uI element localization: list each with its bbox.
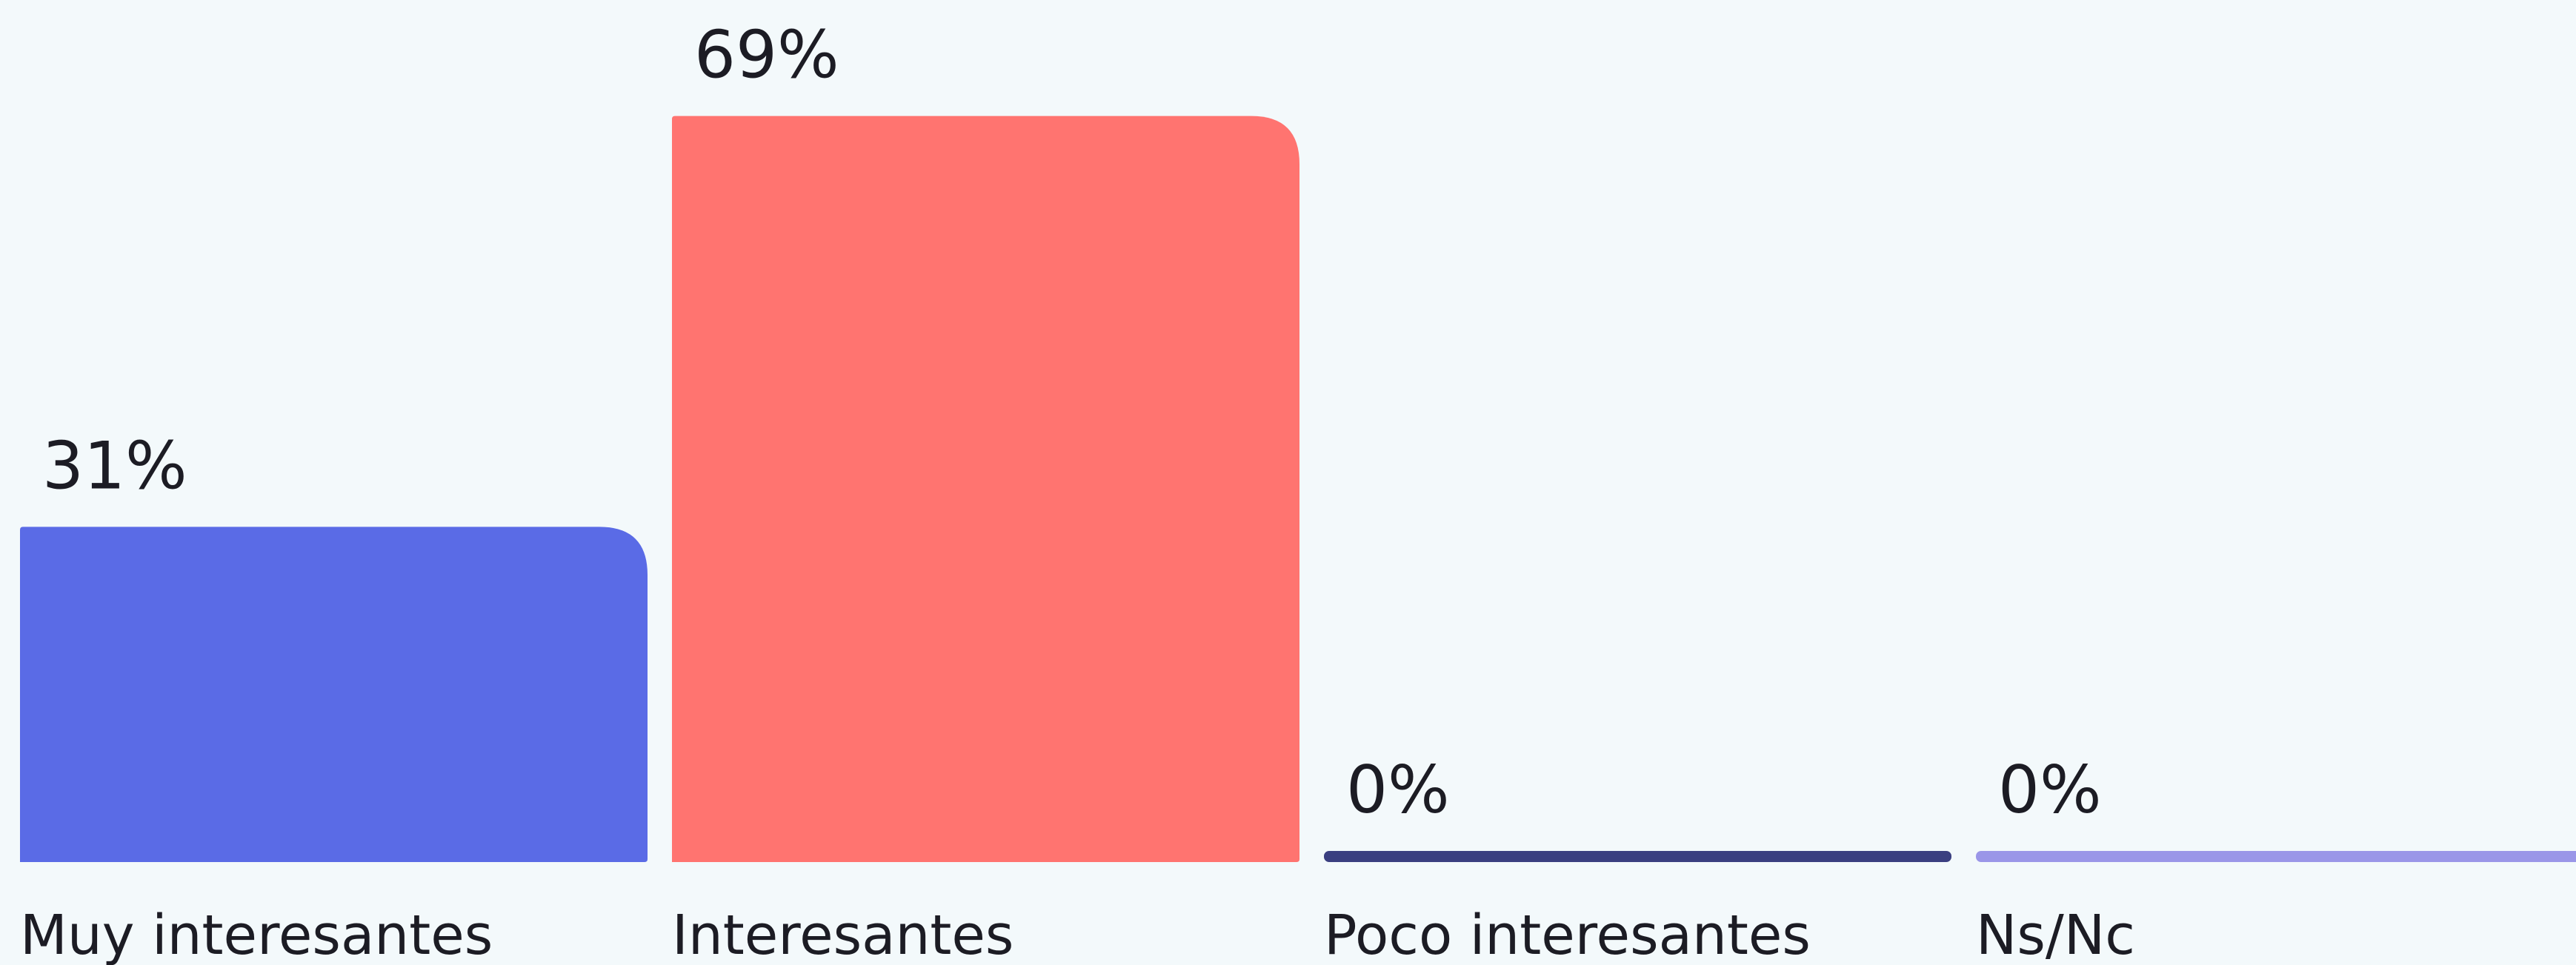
- bar: [1976, 851, 2576, 862]
- x-tick-label: Muy interesantes: [20, 904, 493, 965]
- x-tick-label: Poco interesantes: [1324, 904, 1811, 965]
- bar: [20, 527, 648, 862]
- x-tick-label: Ns/Nc: [1976, 904, 2135, 965]
- bar: [672, 116, 1299, 863]
- value-label: 69%: [694, 17, 839, 93]
- value-label: 0%: [1346, 752, 1450, 828]
- x-tick-label: Interesantes: [672, 904, 1014, 965]
- value-label: 31%: [42, 427, 187, 504]
- value-label: 0%: [1998, 752, 2102, 828]
- bar: [1324, 851, 1951, 862]
